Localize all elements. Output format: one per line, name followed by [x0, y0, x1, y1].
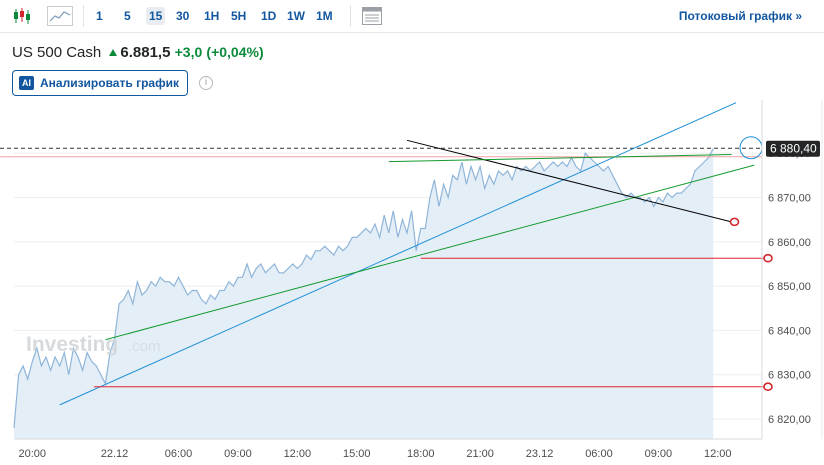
y-tick-label: 6 820,00 [768, 414, 811, 426]
timeframe-1d[interactable]: 1D [261, 9, 277, 23]
timeframe-1h[interactable]: 1H [204, 9, 220, 23]
analyze-chart-label: Анализировать график [40, 76, 179, 90]
x-tick-label: 22.12 [101, 448, 129, 460]
x-tick-label: 21:00 [466, 448, 494, 460]
x-tick-label: 20:00 [19, 448, 47, 460]
toolbar-divider [83, 5, 84, 27]
line-handle [763, 253, 773, 263]
instrument-name: US 500 Cash [12, 44, 102, 61]
price-chart[interactable]: Investing .com 6 820,006 830,006 840,006… [0, 100, 824, 465]
y-tick-label: 6 870,00 [768, 192, 811, 204]
price-change: +3,0 [174, 44, 203, 60]
x-tick-label: 06:00 [165, 448, 193, 460]
price-line [13, 148, 714, 428]
x-tick-label: 12:00 [704, 448, 732, 460]
last-price: 6.881,5 [120, 44, 171, 61]
watermark-brand: Investing [26, 333, 118, 356]
x-tick-label: 06:00 [585, 448, 613, 460]
y-tick-label: 6 850,00 [768, 281, 811, 293]
timeframe-30[interactable]: 30 [176, 9, 190, 23]
trend-line-short [388, 154, 732, 163]
timeframe-15[interactable]: 15 [146, 7, 166, 25]
current-price-label: 6 880,40 [766, 140, 820, 157]
ai-icon: AI [19, 76, 34, 90]
area-chart-icon[interactable] [47, 6, 73, 26]
drawing-tools[interactable] [0, 102, 773, 406]
current-price-value: 6 880,40 [770, 142, 817, 156]
watermark-suffix: .com [128, 338, 161, 355]
chart-toolbar: 1 5 15 30 1H 5H 1D 1W 1M Потоковый графи… [0, 0, 824, 33]
area-series [13, 148, 714, 439]
timeframe-1w[interactable]: 1W [287, 9, 305, 23]
analyze-chart-button[interactable]: AI Анализировать график [12, 70, 188, 96]
x-tick-label: 12:00 [284, 448, 312, 460]
candlestick-icon[interactable] [11, 6, 33, 26]
info-icon[interactable]: i [199, 76, 213, 90]
line-handle [763, 382, 773, 392]
price-change-percent: (+0,04%) [206, 44, 264, 60]
x-tick-label: 23.12 [526, 448, 554, 460]
toolbar-divider [350, 5, 351, 27]
arrow-up-icon [109, 49, 118, 56]
line-handle [729, 217, 740, 227]
timeframe-5h[interactable]: 5H [231, 9, 247, 23]
timeframe-1m[interactable]: 1M [316, 9, 333, 23]
x-tick-label: 15:00 [343, 448, 371, 460]
x-tick-label: 18:00 [407, 448, 435, 460]
watermark: Investing .com [26, 333, 161, 356]
trend-line [406, 139, 732, 223]
y-tick-label: 6 830,00 [768, 370, 811, 382]
timeframe-1[interactable]: 1 [96, 9, 103, 23]
x-tick-label: 09:00 [645, 448, 673, 460]
area-fill [14, 148, 714, 439]
trend-line [59, 102, 737, 406]
y-tick-label: 6 860,00 [768, 237, 811, 249]
axes: 6 820,00 6 830,00 6 840,00 6 850,00 6 860,00… [14, 100, 823, 460]
stream-chart-link[interactable]: Потоковый график » [678, 9, 802, 23]
timeframe-5[interactable]: 5 [124, 9, 131, 23]
trend-line [105, 164, 755, 341]
calendar-grid-icon[interactable] [361, 6, 383, 26]
y-tick-label: 6 840,00 [768, 325, 811, 337]
quote-header: US 500 Cash 6.881,5 +3,0 (+0,04%) [12, 44, 264, 61]
x-tick-label: 09:00 [224, 448, 252, 460]
current-price-box [766, 140, 820, 157]
